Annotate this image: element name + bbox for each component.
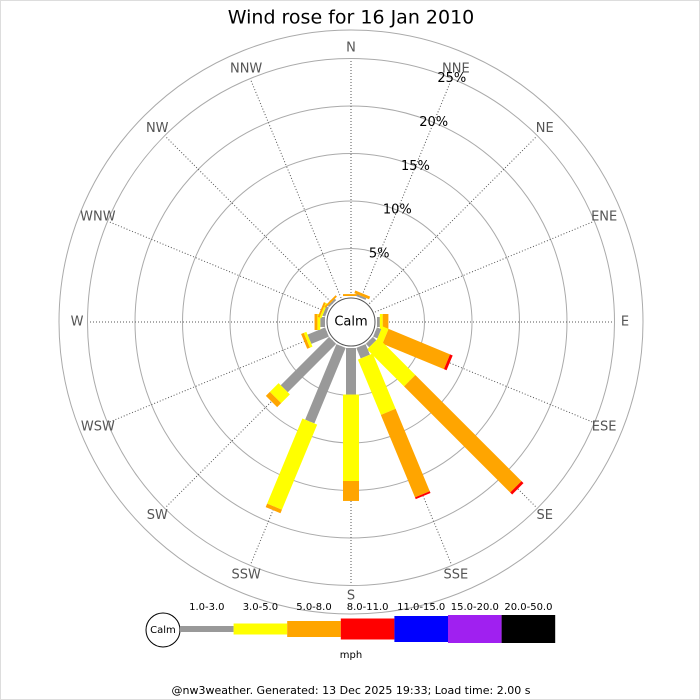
direction-label: SSE — [443, 568, 468, 583]
bar-segment — [343, 394, 359, 481]
bar-segment — [280, 336, 337, 393]
bar-segment — [346, 348, 356, 395]
bar-segment — [379, 314, 383, 330]
bar-segment — [343, 481, 359, 501]
bar-segment — [354, 290, 371, 300]
legend-calm-label: Calm — [150, 625, 176, 636]
legend-swatch — [501, 615, 556, 643]
direction-label: S — [347, 589, 355, 604]
spoke — [250, 79, 342, 299]
legend-label: 1.0-3.0 — [189, 602, 224, 613]
legend-swatch — [340, 618, 395, 640]
bar-segment — [269, 383, 290, 404]
direction-label: NNE — [442, 61, 470, 76]
r-tick-label: 25% — [437, 71, 466, 86]
bar-segment — [356, 294, 367, 300]
calm-label: Calm — [334, 315, 367, 330]
direction-label: NNW — [230, 61, 262, 76]
grid-ring — [87, 58, 615, 586]
bar-segment — [510, 481, 524, 495]
bar-segment — [377, 317, 380, 327]
bar-segment — [314, 314, 318, 330]
bar-segment — [301, 332, 310, 349]
bar-segment — [303, 331, 313, 348]
legend-swatch — [180, 626, 234, 632]
r-tick-label: 20% — [419, 115, 448, 130]
bar-segment — [317, 314, 321, 330]
bar-segment — [367, 338, 416, 387]
outer-ring — [58, 29, 644, 615]
r-tick-label: 5% — [369, 247, 390, 262]
direction-label: E — [621, 315, 629, 330]
bar-segment — [382, 314, 389, 330]
legend-label: 8.0-11.0 — [347, 602, 389, 613]
spoke — [108, 331, 328, 423]
r-tick-label: 15% — [401, 159, 430, 174]
legend-label: 5.0-8.0 — [296, 602, 331, 613]
bar-segment — [324, 295, 337, 308]
legend-swatch — [233, 623, 288, 635]
bar-segment — [343, 294, 359, 296]
spoke — [360, 79, 452, 299]
bar-segment — [373, 327, 382, 339]
r-tick-label: 10% — [383, 203, 412, 218]
direction-label: SSW — [231, 568, 261, 583]
legend-label: 11.0-15.0 — [397, 602, 445, 613]
direction-label: W — [71, 315, 84, 330]
bar-segment — [365, 336, 377, 348]
calm-circle — [326, 297, 376, 347]
footer: @nw3weather. Generated: 13 Dec 2025 19:3… — [172, 684, 531, 697]
bar-segment — [305, 344, 346, 424]
chart-title: Wind rose for 16 Jan 2010 — [228, 7, 475, 29]
bar-segment — [265, 391, 282, 408]
direction-label: NE — [536, 121, 554, 136]
spoke — [108, 221, 328, 313]
direction-label: NW — [146, 121, 169, 136]
legend-label: 15.0-20.0 — [451, 602, 499, 613]
bar-segment — [414, 491, 431, 500]
bar-segment — [404, 375, 522, 493]
bar-segment — [356, 344, 370, 359]
bar-segment — [327, 298, 337, 308]
legend-label: 20.0-50.0 — [504, 602, 552, 613]
bar-segment — [322, 306, 329, 317]
bar-segment — [317, 302, 326, 318]
spoke — [165, 136, 333, 304]
legend-swatch — [287, 621, 341, 637]
direction-label: N — [346, 41, 356, 56]
direction-label: WSW — [81, 419, 115, 434]
direction-label: ENE — [591, 210, 617, 225]
bar-segment — [267, 418, 318, 510]
legend-unit: mph — [340, 650, 362, 661]
bar-segment — [382, 328, 451, 370]
bar-segment — [307, 327, 329, 344]
direction-label: ESE — [592, 419, 617, 434]
bar-segment — [265, 503, 282, 514]
legend-swatch — [448, 615, 502, 643]
direction-label: WNW — [80, 210, 116, 225]
direction-label: SW — [147, 508, 168, 523]
bar-segment — [320, 317, 325, 327]
bar-segment — [443, 354, 453, 371]
legend-swatch — [394, 616, 448, 642]
bar-segment — [357, 353, 396, 415]
spoke — [369, 136, 537, 304]
direction-label: SE — [537, 508, 553, 523]
bar-segment — [380, 408, 430, 498]
spoke — [374, 221, 594, 313]
legend-label: 3.0-5.0 — [243, 602, 278, 613]
